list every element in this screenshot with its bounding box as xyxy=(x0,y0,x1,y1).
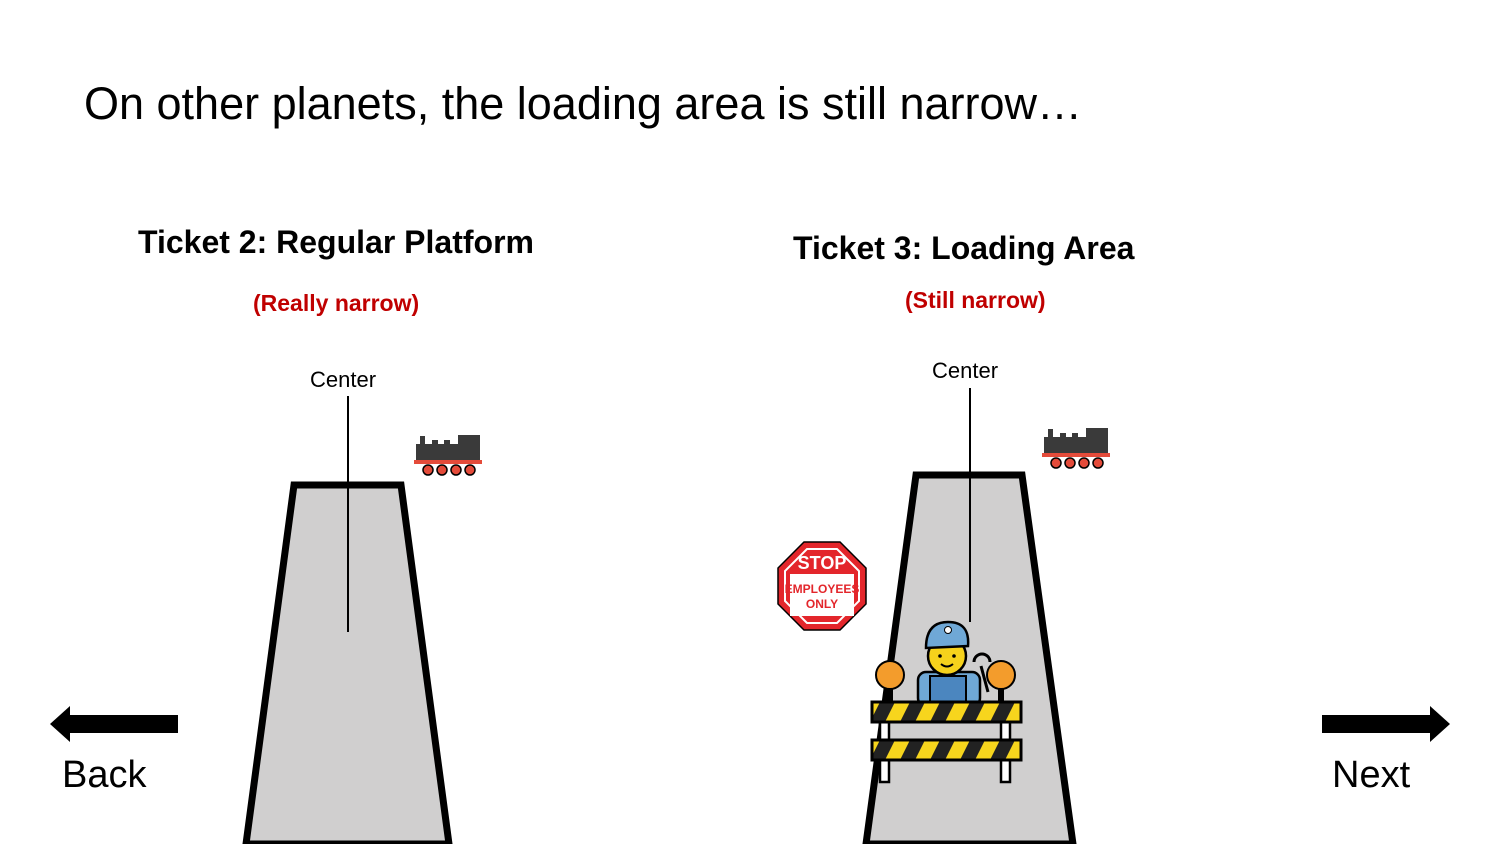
right-panel-heading: Ticket 3: Loading Area xyxy=(793,230,1135,266)
warning-lamp-left-icon xyxy=(875,660,905,702)
back-button[interactable]: Back xyxy=(62,754,147,796)
stop-sign-line1: EMPLOYEES xyxy=(785,582,860,596)
back-arrow-icon[interactable] xyxy=(50,704,180,744)
left-center-label: Center xyxy=(310,367,377,392)
next-button[interactable]: Next xyxy=(1332,754,1411,796)
stop-sign-line2: ONLY xyxy=(806,597,838,611)
left-train-icon xyxy=(414,435,482,476)
stop-sign-icon: STOP EMPLOYEES ONLY xyxy=(777,541,867,631)
left-platform xyxy=(242,481,453,844)
right-center-label: Center xyxy=(932,358,999,383)
stop-sign-top: STOP xyxy=(798,553,847,573)
left-panel-heading: Ticket 2: Regular Platform xyxy=(138,224,534,260)
left-panel-subtitle: (Really narrow) xyxy=(253,290,420,316)
worker-icon xyxy=(916,620,992,708)
slide-title: On other planets, the loading area is st… xyxy=(84,78,1083,129)
right-train-icon xyxy=(1042,428,1110,469)
barrier-icon xyxy=(870,700,1023,784)
next-arrow-icon[interactable] xyxy=(1320,704,1450,744)
right-panel-subtitle: (Still narrow) xyxy=(905,287,1046,313)
warning-lamp-right-icon xyxy=(986,660,1016,702)
